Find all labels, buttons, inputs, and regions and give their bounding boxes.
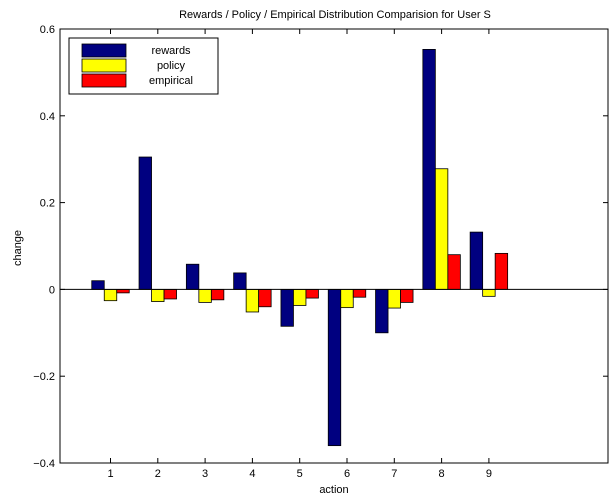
x-tick-label: 2: [155, 468, 161, 480]
y-tick-label: −0.2: [33, 371, 55, 383]
bar-rewards-7: [375, 288, 389, 334]
x-tick-label: 4: [249, 468, 255, 480]
x-axis-label: action: [319, 484, 348, 496]
legend-label-policy: policy: [157, 60, 186, 72]
x-tick-label: 5: [297, 468, 303, 480]
bar-policy-1: [103, 288, 118, 302]
bar-rewards-4: [233, 272, 247, 290]
legend-swatch-policy: [81, 58, 127, 73]
bar-empirical-9: [494, 252, 509, 290]
y-tick-label: 0.6: [40, 24, 55, 36]
legend-label-empirical: empirical: [149, 75, 193, 87]
bar-empirical-1: [116, 288, 130, 294]
legend: rewards policy empirical: [68, 37, 219, 95]
y-tick-label: 0.4: [40, 111, 55, 123]
legend-swatch-rewards: [81, 43, 127, 58]
axes-layer: −0.4 −0.2 0 0.2 0.4 0.6 1 2 3 4 5 6 7 8 9: [33, 24, 608, 480]
bar-empirical-7: [400, 288, 414, 303]
x-tick-label: 6: [344, 468, 350, 480]
x-tick-label: 9: [486, 468, 492, 480]
bar-rewards-3: [185, 263, 200, 290]
y-tick-label: 0: [49, 284, 55, 296]
bar-policy-7: [387, 288, 401, 309]
bar-empirical-2: [163, 288, 177, 300]
bar-empirical-4: [258, 288, 272, 308]
bar-empirical-8: [447, 254, 461, 290]
bar-rewards-9: [469, 231, 484, 290]
y-tick-label: −0.4: [33, 458, 55, 470]
legend-swatch-empirical: [81, 73, 127, 88]
x-tick-label: 7: [391, 468, 397, 480]
bar-policy-3: [198, 288, 212, 303]
bar-policy-5: [293, 288, 307, 306]
bar-empirical-5: [305, 288, 319, 299]
y-axis-label: change: [12, 230, 24, 266]
x-tick-label: 3: [202, 468, 208, 480]
bar-rewards-6: [327, 288, 342, 447]
bar-policy-2: [151, 288, 165, 302]
chart-title: Rewards / Policy / Empirical Distributio…: [179, 9, 491, 21]
bar-policy-8: [434, 168, 449, 290]
y-tick-label: 0.2: [40, 198, 55, 210]
bar-rewards-8: [422, 49, 436, 290]
bar-empirical-3: [210, 288, 225, 301]
bar-rewards-5: [280, 288, 294, 327]
x-tick-label: 8: [439, 468, 445, 480]
bar-policy-9: [482, 288, 496, 297]
bar-policy-4: [245, 288, 260, 313]
bar-layer: [91, 49, 509, 447]
bar-rewards-1: [91, 280, 105, 290]
bar-empirical-6: [352, 288, 367, 298]
bar-policy-6: [340, 288, 354, 309]
bar-rewards-2: [138, 156, 152, 290]
x-tick-label: 1: [107, 468, 113, 480]
legend-label-rewards: rewards: [151, 45, 191, 57]
